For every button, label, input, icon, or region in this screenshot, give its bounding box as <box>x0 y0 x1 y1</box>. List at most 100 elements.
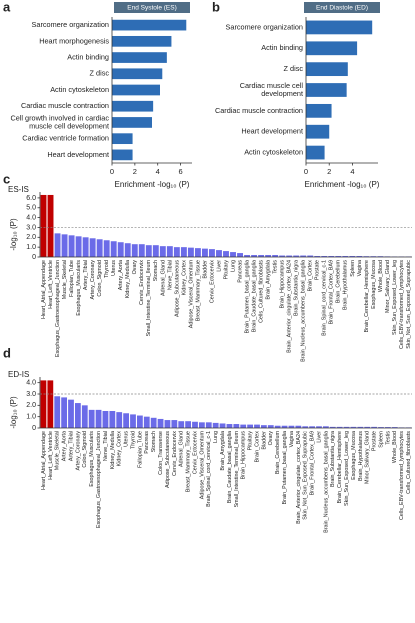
category-label: Brain_Caudate_basal_ganglia <box>227 431 233 503</box>
category-label: Pituitary <box>223 260 229 280</box>
category-label: Actin cytoskeleton <box>244 147 303 156</box>
category-label: Artery_Tibial <box>83 260 89 290</box>
bar <box>306 103 332 118</box>
bar <box>68 399 74 428</box>
bar <box>219 423 226 428</box>
bar <box>300 255 307 257</box>
category-label: Cervix_Ectocervix <box>209 260 215 303</box>
category-label: Sarcomere organization <box>226 22 303 31</box>
category-label: Esophagus_Muscularis <box>76 260 82 316</box>
title-box <box>114 2 190 13</box>
category-label: Brain_Frontal_Cortex_BA9 <box>329 260 335 324</box>
bar <box>254 424 260 428</box>
category-label: Artery_Coronary <box>75 431 81 471</box>
category-label: Brain_Hippocampus <box>280 260 286 309</box>
bar <box>209 249 215 257</box>
bar <box>178 421 185 428</box>
category-label: Brain_Hypothalamus <box>343 260 349 310</box>
y-tick-label: 4.0 <box>26 214 36 221</box>
bar <box>143 416 150 428</box>
bar <box>306 41 358 56</box>
bar <box>198 422 205 428</box>
category-label: Brain_Amygdala <box>220 431 226 471</box>
category-label: Brain_Hypothalamus <box>358 431 364 481</box>
category-label: Artery_Aorta <box>118 260 124 290</box>
panel-label: a <box>3 0 11 14</box>
category-label: Stomach <box>153 260 159 281</box>
bar <box>103 240 110 257</box>
bar <box>240 424 247 428</box>
category-label: Prostate <box>315 260 321 280</box>
bar <box>205 422 212 428</box>
chart-title: End Diastole (ED) <box>316 5 368 12</box>
category-label: Lung <box>213 431 219 443</box>
bar <box>95 409 102 428</box>
category-label: Kidney_Medulla <box>110 431 116 469</box>
bar <box>166 246 173 257</box>
category-label: Brain_Substantia_nigra <box>294 260 300 316</box>
bar <box>54 396 61 428</box>
category-label: Esophagus_Muscularis <box>89 431 95 487</box>
bar <box>309 426 316 428</box>
bar <box>272 255 279 257</box>
bar <box>302 426 309 428</box>
category-label: Colon_Transverse <box>158 431 164 475</box>
x-tick-label: 0 <box>110 167 114 176</box>
panel-label: c <box>3 171 10 186</box>
category-label: Pancreas <box>144 431 150 454</box>
bar <box>173 247 180 257</box>
bar <box>349 256 356 257</box>
bar <box>343 426 350 428</box>
category-label: Uterus <box>111 260 117 276</box>
category-label: Esophagus_Gastroesophageal_Junction <box>55 260 61 357</box>
bar <box>223 251 229 257</box>
bar <box>216 250 222 257</box>
category-label: Kidney_Cortex <box>181 260 187 296</box>
x-axis-label: Enrichment -log₁₀ (P) <box>305 180 380 189</box>
category-label: Ovary <box>132 260 138 275</box>
category-label: Esophagus_Mucosa <box>351 431 357 480</box>
bar <box>306 124 330 139</box>
bar <box>212 422 219 428</box>
bar <box>75 236 82 257</box>
category-label: Brain_Cortex <box>308 260 314 292</box>
category-label: Adipose_Subcutaneous <box>174 260 180 317</box>
bar <box>157 418 164 428</box>
bar <box>130 414 136 428</box>
category-label: Brain_Cerebellum <box>336 260 342 304</box>
bar <box>335 256 342 257</box>
category-label: Heart development <box>47 150 109 159</box>
category-label: Cervix_Ectocervix <box>192 431 198 474</box>
category-label: Skin_Not_Sun_Exposed_Suprapubic <box>303 431 309 520</box>
category-label: Cell growth involved in cardiac muscle ce… <box>10 113 109 130</box>
category-label: Esophagus_Gastroesophageal_Junction <box>96 431 102 528</box>
category-label: Vagina <box>357 260 363 276</box>
bar <box>112 52 167 63</box>
category-label: Muscle_Skeletal <box>55 431 61 470</box>
category-label: Cardiac muscle cell development <box>240 81 304 98</box>
category-label: Brain_Putamen_basal_ganglia <box>244 260 250 333</box>
bar <box>307 255 314 257</box>
bar <box>123 413 130 428</box>
category-label: Spleen <box>350 260 356 277</box>
y-tick-label: 1.0 <box>26 414 36 421</box>
category-label: Brain_Substantia_nigra <box>330 431 336 487</box>
bar <box>378 427 384 428</box>
y-tick-label: 2.0 <box>26 234 36 241</box>
category-label: Heart morphogenesis <box>39 36 109 45</box>
category-label: Brain_Cerebellar_Hemisphere <box>337 431 343 504</box>
y-axis-label: -log₁₀ (P) <box>9 396 18 429</box>
category-label: Cardiac muscle contraction <box>215 106 303 115</box>
y-tick-label: 2.0 <box>26 402 36 409</box>
bar <box>112 68 163 80</box>
category-label: Small_Intestine_Terminal_Ileum <box>146 259 152 336</box>
x-tick-label: 6 <box>178 167 182 176</box>
x-tick-label: 4 <box>350 167 354 176</box>
bar <box>68 235 75 257</box>
bar <box>150 417 157 428</box>
category-label: Heart_Left_Ventricle <box>48 260 54 309</box>
bar <box>322 426 329 428</box>
category-label: Colon_Sigmoid <box>82 431 88 468</box>
category-label: Heart_Atrial_Appendage <box>41 260 47 319</box>
bar <box>281 425 288 428</box>
